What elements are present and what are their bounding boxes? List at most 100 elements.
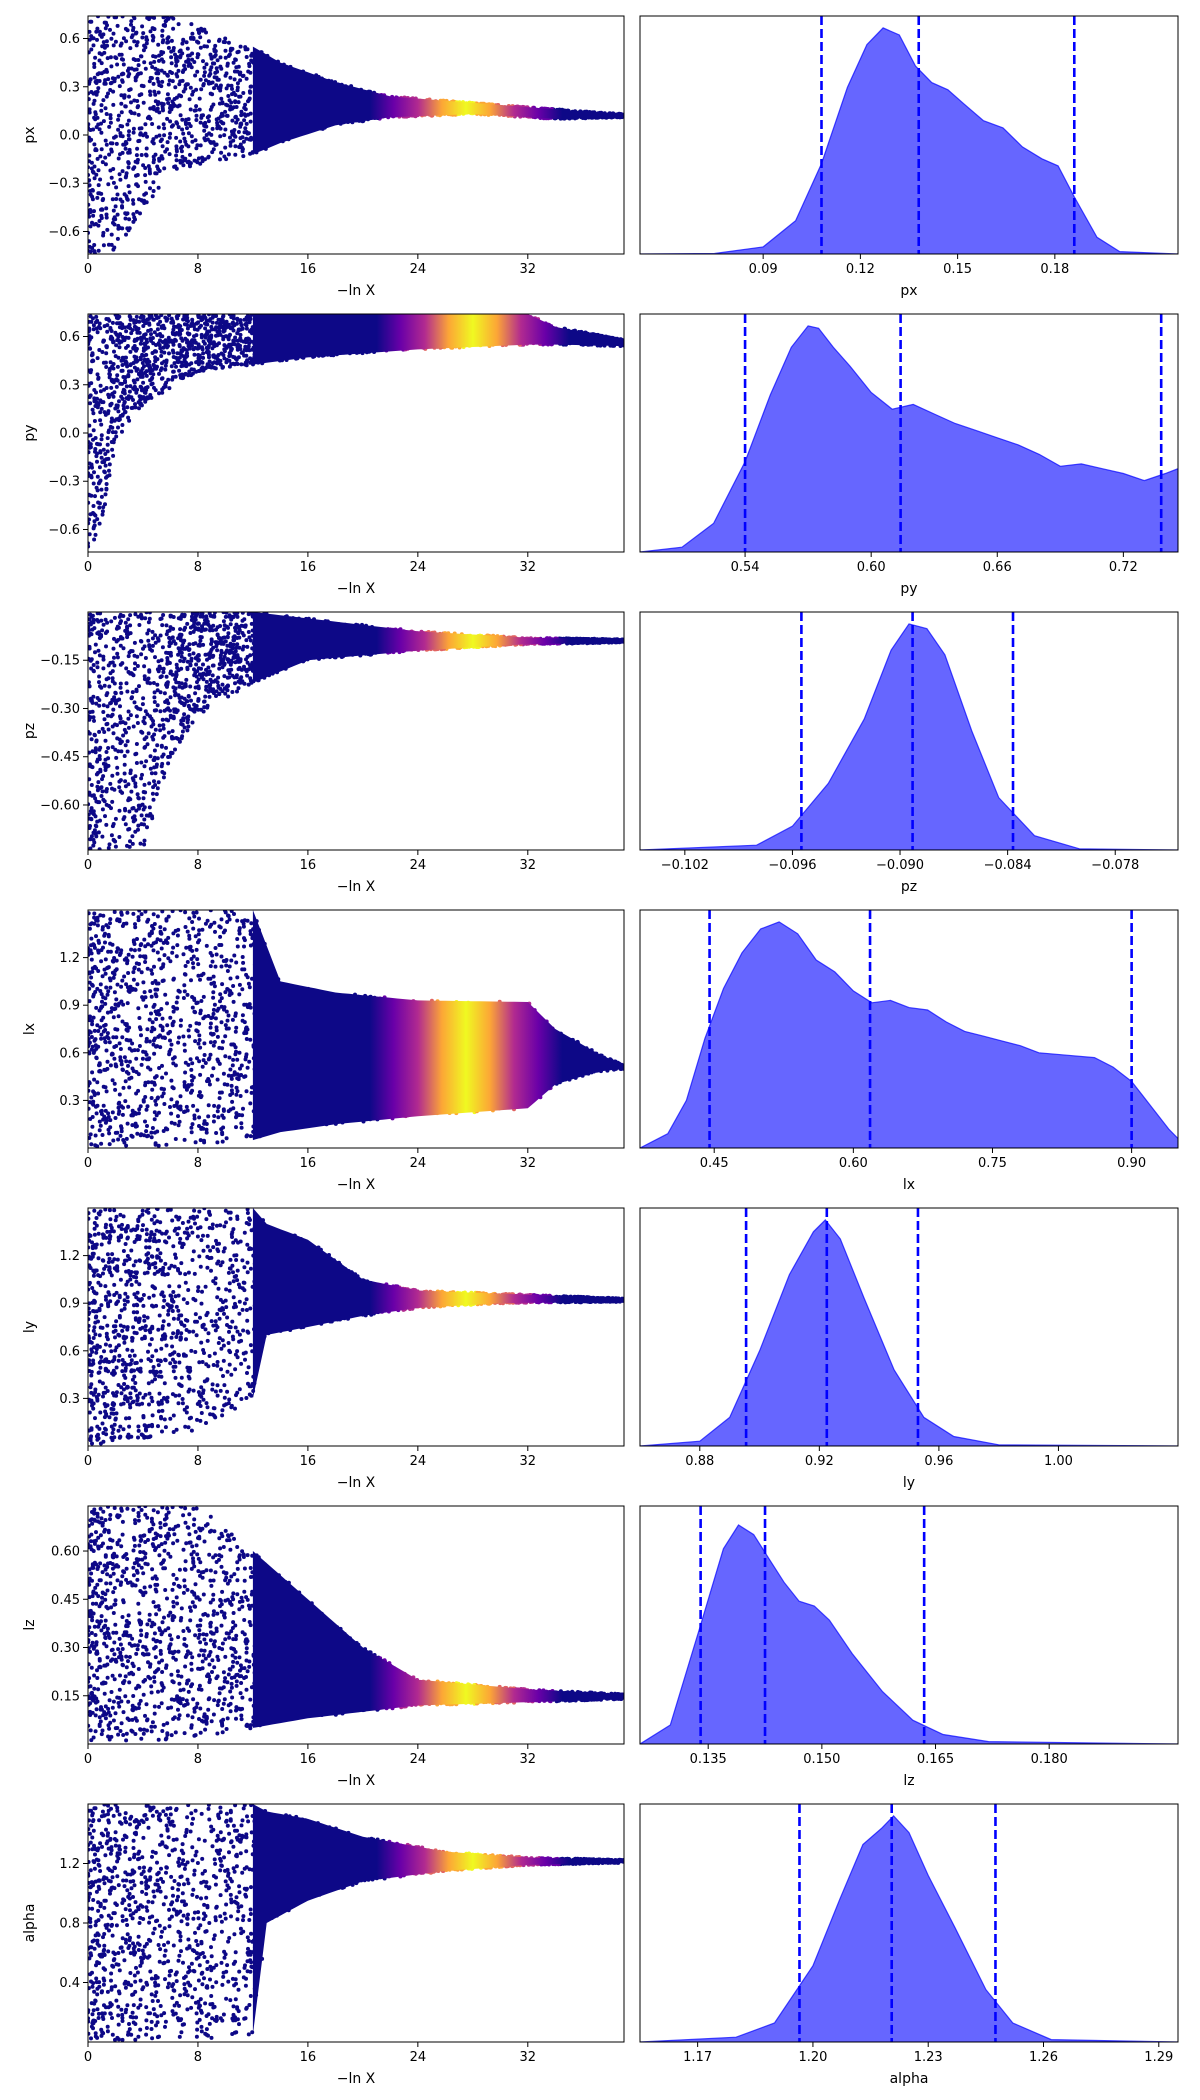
trace-point: [239, 113, 244, 118]
trace-point: [139, 338, 144, 343]
trace-point: [229, 83, 234, 88]
trace-point: [189, 361, 194, 366]
trace-point: [141, 395, 146, 400]
trace-point: [103, 452, 108, 456]
trace-point: [104, 112, 109, 116]
trace-point: [144, 321, 149, 325]
trace-point: [126, 74, 131, 79]
trace-point: [108, 360, 113, 365]
trace-point: [198, 35, 203, 40]
trace-point: [209, 56, 214, 61]
trace-point: [88, 97, 91, 102]
trace-point: [153, 171, 158, 176]
trace-point: [135, 367, 140, 372]
trace-point: [238, 332, 243, 337]
trace-point: [152, 330, 157, 335]
trace-point: [148, 16, 152, 20]
trace-point: [218, 55, 223, 60]
trace-point: [186, 332, 191, 337]
trace-point: [204, 133, 209, 137]
trace-point: [201, 339, 206, 344]
trace-point: [169, 16, 174, 19]
trace-point: [187, 340, 192, 345]
trace-point: [231, 138, 236, 143]
trace-point: [106, 182, 111, 187]
trace-point: [197, 96, 202, 101]
trace-point: [88, 138, 92, 143]
trace-point: [97, 521, 102, 526]
trace-point: [144, 41, 149, 46]
trace-point: [115, 373, 120, 378]
trace-point: [111, 247, 116, 252]
trace-point: [223, 36, 228, 41]
trace-point: [120, 396, 125, 401]
trace-point: [88, 107, 92, 112]
trace-px-ytick-label: −0.3: [48, 177, 80, 192]
trace-point: [139, 92, 144, 97]
trace-point: [161, 23, 166, 28]
trace-point: [95, 459, 99, 464]
trace-point: [218, 126, 223, 131]
trace-point: [223, 109, 228, 114]
trace-point: [135, 377, 140, 382]
trace-point: [167, 386, 172, 391]
trace-point: [109, 242, 114, 247]
trace-point: [106, 16, 111, 19]
trace-point: [151, 317, 156, 322]
trace-point: [111, 362, 116, 366]
trace-point: [157, 133, 162, 138]
trace-point: [209, 132, 214, 137]
trace-point: [117, 345, 122, 350]
trace-point: [116, 117, 121, 122]
trace-point: [119, 57, 124, 62]
trace-point: [91, 525, 96, 529]
trace-point: [130, 33, 135, 38]
trace-point: [105, 56, 110, 61]
trace-point: [166, 40, 171, 44]
trace-point: [97, 465, 102, 470]
trace-point: [120, 226, 125, 231]
trace-point: [180, 117, 185, 122]
trace-point: [142, 358, 147, 363]
trace-point: [92, 519, 97, 524]
trace-point: [153, 359, 158, 364]
trace-point: [184, 318, 189, 323]
trace-point: [167, 135, 172, 140]
trace-point: [184, 59, 189, 64]
trace-point: [167, 152, 172, 157]
trace-point: [127, 147, 132, 152]
trace-point: [249, 53, 254, 58]
trace-point: [243, 362, 247, 367]
trace-point: [241, 73, 246, 78]
trace-point: [215, 69, 220, 74]
trace-point: [244, 121, 249, 126]
trace-point: [157, 110, 162, 115]
trace-point: [138, 341, 143, 346]
trace-point: [185, 326, 190, 331]
trace-point: [185, 46, 190, 51]
trace-point: [128, 109, 133, 114]
trace-point: [189, 343, 194, 348]
trace-point: [246, 314, 250, 318]
trace-point: [127, 129, 131, 134]
trace-point: [104, 39, 109, 44]
trace-point: [175, 121, 180, 126]
trace-point: [208, 91, 213, 96]
trace-point: [164, 360, 169, 365]
trace-point: [244, 76, 249, 81]
trace-point: [174, 135, 179, 140]
trace-point: [88, 532, 92, 537]
trace-point: [92, 419, 97, 423]
trace-point: [163, 16, 168, 19]
trace-point: [244, 317, 249, 322]
kde-px-xtick-label: 0.09: [749, 262, 778, 277]
trace-point: [228, 332, 232, 337]
trace-point: [214, 66, 219, 71]
trace-point: [167, 78, 172, 83]
trace-point: [115, 321, 119, 326]
trace-point: [102, 50, 107, 55]
trace-point: [230, 118, 235, 123]
trace-point: [227, 98, 232, 103]
trace-point: [212, 75, 217, 80]
